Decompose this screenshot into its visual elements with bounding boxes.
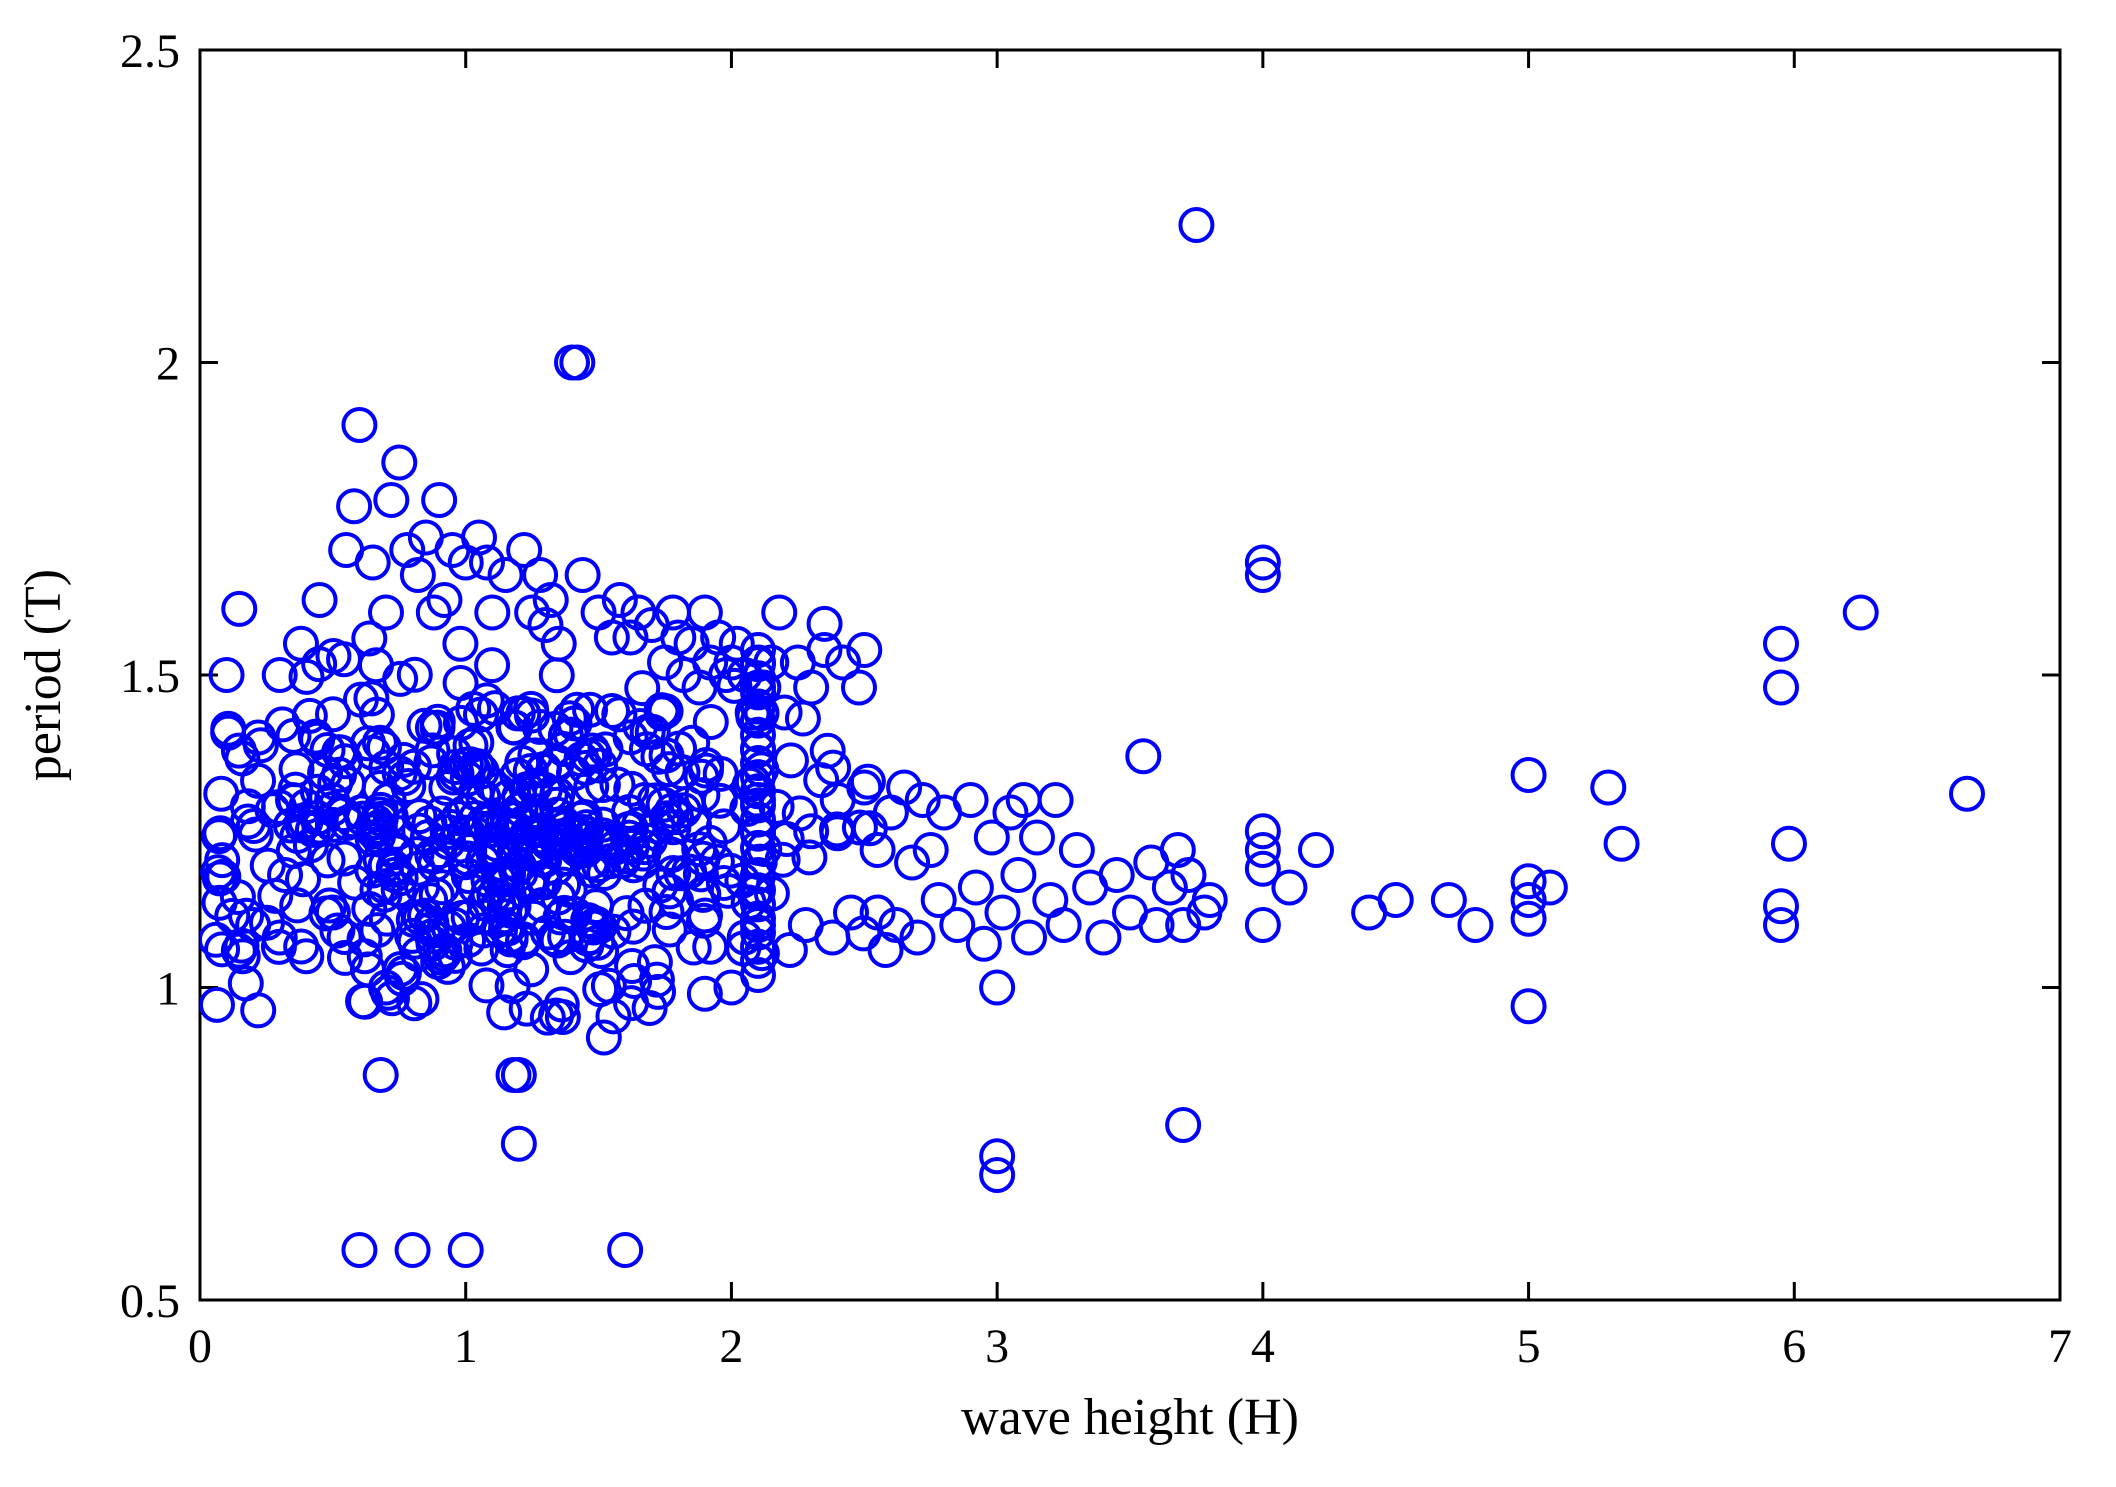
y-axis-label: period (T) — [15, 569, 72, 781]
x-axis-label: wave height (H) — [961, 1389, 1299, 1446]
y-tick-label: 2 — [156, 337, 180, 390]
chart-svg: 0 1 2 3 4 5 6 7 0.5 1 1.5 2 2.5 wave height (H) period… — [0, 0, 2116, 1487]
x-tick-label: 2 — [719, 1320, 743, 1373]
x-tick-label: 4 — [1251, 1320, 1275, 1373]
scatter-chart: 0 1 2 3 4 5 6 7 0.5 1 1.5 2 2.5 wave height (H) period… — [0, 0, 2116, 1487]
x-tick-label: 5 — [1517, 1320, 1541, 1373]
y-tick-label: 1.5 — [120, 650, 180, 703]
x-tick-label: 0 — [188, 1320, 212, 1373]
y-tick-label: 0.5 — [120, 1275, 180, 1328]
y-tick-label: 1 — [156, 962, 180, 1015]
x-tick-label: 6 — [1782, 1320, 1806, 1373]
x-tick-label: 1 — [454, 1320, 478, 1373]
x-tick-label: 7 — [2048, 1320, 2072, 1373]
y-tick-label: 2.5 — [120, 25, 180, 78]
x-tick-label: 3 — [985, 1320, 1009, 1373]
